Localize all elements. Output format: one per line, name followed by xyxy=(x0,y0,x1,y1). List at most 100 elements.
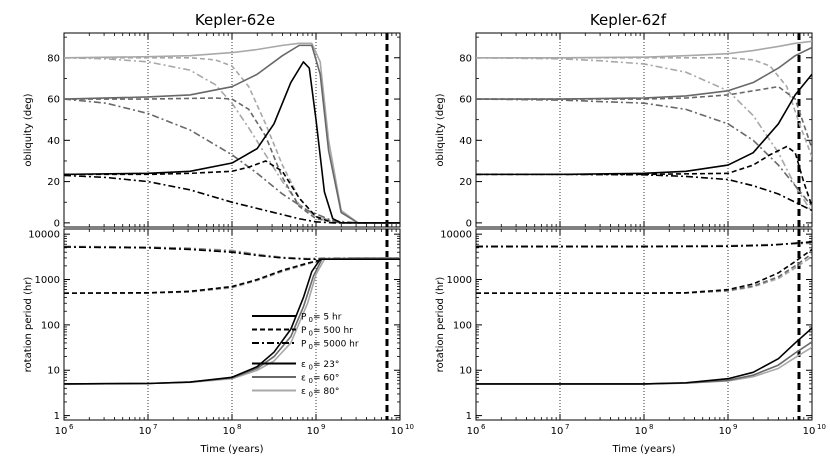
series-line-obliquity-8 xyxy=(64,56,400,224)
x-tick-label: 10 xyxy=(551,426,564,437)
x-axis-label: Time (years) xyxy=(612,444,676,455)
y-tick-label: 1 xyxy=(466,411,472,422)
series-line-obliquity-8 xyxy=(476,56,812,213)
legend-label: = 23° xyxy=(313,360,339,370)
x-tick-exponent: 8 xyxy=(649,423,653,431)
panel-title-kepler-62f: Kepler-62f xyxy=(590,11,667,29)
legend-subscript: 0 xyxy=(309,330,313,338)
y-tick-label: 10000 xyxy=(28,230,60,241)
y-tick-label: 80 xyxy=(47,53,60,64)
kepler-62e-obliquity-plot: 0 20 40 60 80 obliquity (deg) xyxy=(23,32,401,229)
legend-subscript: 0 xyxy=(309,343,313,351)
series-line-obliquity-1 xyxy=(476,145,812,207)
series-line-rotation_period-4 xyxy=(476,253,812,294)
legend-label: = 500 hr xyxy=(313,326,353,336)
y-tick-label: 40 xyxy=(47,136,60,147)
x-tick-exponent: 7 xyxy=(153,423,157,431)
series-line-rotation_period-3 xyxy=(64,258,400,294)
y-tick-label: 20 xyxy=(47,177,60,188)
series-line-obliquity-6 xyxy=(476,40,812,59)
x-tick-exponent: 7 xyxy=(565,423,569,431)
x-tick-label: 10 xyxy=(719,426,732,437)
series-line-obliquity-0 xyxy=(64,61,400,224)
legend-subscript: 0 xyxy=(309,316,313,324)
series-line-rotation_period-1 xyxy=(476,341,812,385)
legend-symbol: ε xyxy=(301,374,306,384)
x-tick-exponent: 6 xyxy=(69,423,74,431)
y-tick-label: 20 xyxy=(459,177,472,188)
x-tick-exponent: 10 xyxy=(817,423,826,431)
y-tick-label: 60 xyxy=(47,95,60,106)
y-tick-label: 10 xyxy=(459,366,472,377)
x-tick-label: 10 xyxy=(139,426,152,437)
y-tick-label: 80 xyxy=(459,53,472,64)
series-group xyxy=(64,42,400,224)
x-tick-label: 10 xyxy=(223,426,236,437)
legend-symbol: P xyxy=(301,340,307,350)
x-tick-exponent: 9 xyxy=(321,423,325,431)
x-tick-label: 10 xyxy=(55,426,68,437)
series-line-obliquity-3 xyxy=(64,44,400,224)
legend-label: = 5 hr xyxy=(313,313,342,323)
x-tick-exponent: 6 xyxy=(481,423,486,431)
x-tick-exponent: 9 xyxy=(733,423,737,431)
y-tick-label: 0 xyxy=(466,218,472,229)
series-line-obliquity-3 xyxy=(476,46,812,100)
y-tick-label: 100 xyxy=(41,320,60,331)
series-line-rotation_period-6 xyxy=(476,240,812,248)
y-axis-label: rotation period (hr) xyxy=(435,277,446,373)
series-line-rotation_period-0 xyxy=(476,327,812,385)
legend-label: = 5000 hr xyxy=(313,340,359,350)
legend-subscript: 0 xyxy=(309,364,313,372)
x-tick-label: 10 xyxy=(635,426,648,437)
y-tick-label: 1 xyxy=(54,411,60,422)
legend-symbol: ε xyxy=(301,387,306,397)
series-line-rotation_period-6 xyxy=(64,246,400,261)
series-line-rotation_period-3 xyxy=(476,248,812,294)
y-axis-label: obliquity (deg) xyxy=(23,93,34,166)
panel-kepler-62f: Kepler-62f 0 20 40 60 80 obliquity (deg) 1 10 10… xyxy=(435,11,826,455)
legend-symbol: P xyxy=(301,326,307,336)
y-tick-label: 10000 xyxy=(440,230,472,241)
legend-symbol: ε xyxy=(301,360,306,370)
series-group xyxy=(476,40,812,213)
series-group xyxy=(64,245,400,385)
series-line-obliquity-5 xyxy=(476,98,812,207)
legend-symbol: P xyxy=(301,313,307,323)
x-axis-label: Time (years) xyxy=(200,444,264,455)
kepler-62f-obliquity-plot: 0 20 40 60 80 obliquity (deg) xyxy=(435,32,813,229)
y-tick-label: 1000 xyxy=(447,275,472,286)
y-tick-label: 60 xyxy=(459,95,472,106)
y-tick-label: 0 xyxy=(54,218,60,229)
y-tick-label: 40 xyxy=(459,136,472,147)
y-axis-label: obliquity (deg) xyxy=(435,93,446,166)
series-line-obliquity-7 xyxy=(476,56,812,158)
legend-label: = 80° xyxy=(313,387,339,397)
y-axis-label: rotation period (hr) xyxy=(23,277,34,373)
legend-label: = 60° xyxy=(313,374,339,384)
x-tick-label: 10 xyxy=(391,426,404,437)
y-tick-label: 1000 xyxy=(35,275,60,286)
y-tick-label: 10 xyxy=(47,366,60,377)
y-tick-label: 100 xyxy=(453,320,472,331)
x-tick-label: 10 xyxy=(467,426,480,437)
panel-title-kepler-62e: Kepler-62e xyxy=(195,11,275,29)
x-tick-label: 10 xyxy=(307,426,320,437)
legend-subscript: 0 xyxy=(309,377,313,385)
series-line-obliquity-5 xyxy=(64,98,400,224)
legend-subscript: 0 xyxy=(309,391,313,399)
series-line-obliquity-2 xyxy=(64,174,400,224)
series-group xyxy=(476,240,812,385)
series-line-obliquity-2 xyxy=(476,173,812,212)
